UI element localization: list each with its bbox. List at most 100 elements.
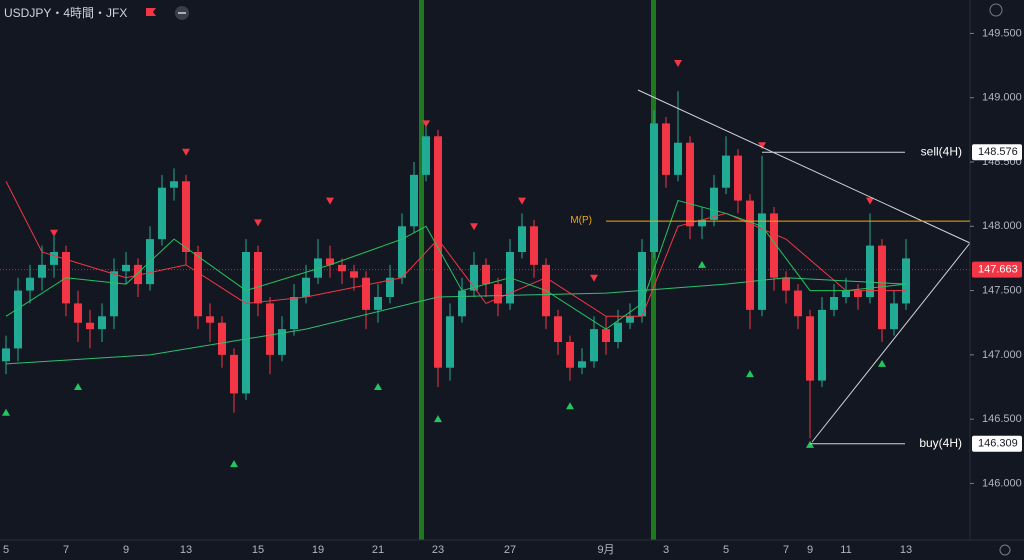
y-tick-label: 147.500 — [982, 284, 1022, 296]
candle-body — [50, 252, 58, 265]
candle-body — [98, 316, 106, 330]
candle-body — [878, 245, 886, 330]
price-tag-label: 148.576 — [978, 146, 1018, 158]
candle-body — [326, 258, 334, 265]
candle-body — [254, 252, 262, 304]
x-tick-label: 11 — [840, 544, 851, 556]
candle-body — [590, 329, 598, 362]
y-tick-label: 146.500 — [982, 413, 1022, 425]
candle-body — [674, 142, 682, 175]
fractal-up — [746, 370, 754, 378]
fractal-down — [590, 274, 598, 282]
y-tick-label: 148.000 — [982, 220, 1022, 232]
fractal-down — [758, 142, 766, 150]
candle-body — [170, 181, 178, 188]
candle-body — [698, 219, 706, 227]
price-tag-label: 146.309 — [978, 438, 1018, 450]
x-tick-label: 9 — [123, 544, 129, 556]
x-tick-label: 23 — [432, 544, 444, 556]
last-price-tag — [972, 261, 1022, 278]
candle-body — [482, 264, 490, 285]
candle-body — [794, 290, 802, 317]
candle-body — [470, 264, 478, 291]
candle-body — [494, 284, 502, 304]
x-tick-label: 9月 — [597, 544, 614, 556]
candle-body — [14, 290, 22, 349]
x-tick-label: 7 — [783, 544, 789, 556]
candle-body — [866, 245, 874, 297]
candle-body — [458, 290, 466, 317]
y-tick-label: 147.000 — [982, 349, 1022, 361]
flag-icon[interactable] — [146, 8, 156, 16]
fractal-up — [566, 402, 574, 410]
candle-body — [26, 277, 34, 291]
fractal-down — [518, 197, 526, 205]
candle-body — [758, 213, 766, 310]
candle-body — [422, 136, 430, 175]
fractal-up — [806, 440, 814, 448]
y-tick-label: 149.500 — [982, 27, 1022, 39]
candle-body — [182, 181, 190, 252]
candle-body — [686, 142, 694, 227]
candle-body — [518, 226, 526, 252]
x-tick-label: 15 — [252, 544, 264, 556]
fractal-down — [50, 229, 58, 237]
gear-icon[interactable] — [999, 544, 1011, 556]
y-tick-label: 146.000 — [982, 477, 1022, 489]
symbol-title: USDJPY・4時間・JFX — [4, 6, 127, 20]
candle-body — [746, 200, 754, 310]
candle-body — [806, 316, 814, 381]
candle-body — [74, 303, 82, 323]
y-tick-label: 149.000 — [982, 92, 1022, 104]
x-tick-label: 9 — [807, 544, 813, 556]
candle-body — [194, 252, 202, 317]
last-price-label: 147.663 — [978, 264, 1018, 276]
price-tag — [972, 144, 1022, 161]
fractal-down — [326, 197, 334, 205]
candle-body — [902, 258, 910, 304]
candle-body — [242, 252, 250, 394]
fractal-down — [182, 148, 190, 156]
candle-body — [770, 213, 778, 278]
x-tick-label: 21 — [372, 544, 384, 556]
candle-body — [734, 155, 742, 201]
candle-body — [578, 361, 586, 368]
candle-body — [530, 226, 538, 265]
candle-body — [374, 297, 382, 310]
fractal-down — [866, 197, 874, 205]
candle-body — [626, 316, 634, 323]
candle-body — [662, 123, 670, 175]
level-label: buy(4H) — [919, 436, 962, 450]
candle-body — [710, 187, 718, 220]
candle-body — [446, 316, 454, 368]
fractal-down — [674, 60, 682, 67]
x-tick-label: 13 — [180, 544, 192, 556]
moving-average — [5, 199, 907, 330]
candle-body — [638, 252, 646, 317]
moving-average — [5, 181, 906, 317]
candle-body — [722, 155, 730, 188]
fractal-down — [470, 223, 478, 231]
fractal-up — [698, 260, 706, 268]
level-label: sell(4H) — [921, 144, 962, 158]
settings-icon[interactable] — [989, 3, 1003, 17]
candle-body — [614, 322, 622, 342]
candle-body — [230, 354, 238, 394]
candle-body — [386, 277, 394, 297]
fractal-up — [434, 415, 442, 423]
candle-body — [302, 277, 310, 297]
fractal-up — [230, 460, 238, 468]
candle-body — [350, 271, 358, 278]
fractal-up — [74, 383, 82, 390]
candle-body — [818, 309, 826, 381]
candle-body — [566, 342, 574, 368]
candle-body — [290, 297, 298, 330]
candle-body — [158, 187, 166, 240]
fractal-down — [422, 120, 430, 128]
fractal-up — [374, 383, 382, 390]
candle-body — [434, 136, 442, 368]
x-tick-label: 13 — [900, 544, 912, 556]
candle-body — [830, 297, 838, 310]
